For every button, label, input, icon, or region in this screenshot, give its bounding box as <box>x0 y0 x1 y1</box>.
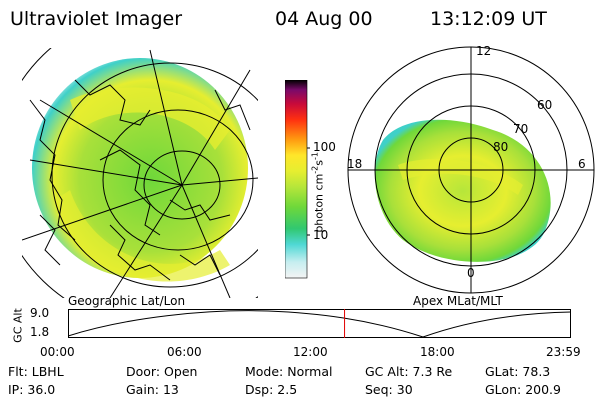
mlt-label-18: 18 <box>347 157 363 171</box>
altitude-curve <box>68 310 572 338</box>
colorbar-tick-10: 10 <box>313 228 329 242</box>
date-label: 04 Aug 00 <box>275 8 373 30</box>
door-field: Door: Open <box>126 364 198 379</box>
time-tick-0000: 00:00 <box>40 345 75 359</box>
time-tick-2359: 23:59 <box>546 345 581 359</box>
dsp-field: Dsp: 2.5 <box>245 382 298 397</box>
magnetic-panel-label: Apex MLat/MLT <box>413 294 503 308</box>
lat-label-60: 60 <box>537 98 553 112</box>
altitude-plot <box>68 309 572 338</box>
ip-field: IP: 36.0 <box>8 382 56 397</box>
lat-label-80: 80 <box>493 140 509 154</box>
time-tick-1800: 18:00 <box>420 345 455 359</box>
geographic-panel-label: Geographic Lat/Lon <box>68 294 186 308</box>
colorbar-unit-label: photon cm-2s-1 <box>310 152 326 233</box>
geographic-image <box>22 48 258 298</box>
altitude-ylabel: GC Alt <box>11 308 25 343</box>
altitude-ytick-high: 9.0 <box>30 306 50 320</box>
glat-field: GLat: 78.3 <box>485 364 551 379</box>
colorbar <box>285 80 310 279</box>
lat-label-70: 70 <box>513 122 529 136</box>
glon-field: GLon: 200.9 <box>485 382 561 397</box>
colorbar-tick-100: 100 <box>313 140 336 154</box>
time-label: 13:12:09 UT <box>430 8 547 30</box>
aurora-oval-magnetic <box>374 119 551 262</box>
instrument-title: Ultraviolet Imager <box>10 8 183 30</box>
time-tick-1200: 12:00 <box>293 345 328 359</box>
gain-field: Gain: 13 <box>126 382 179 397</box>
mode-field: Mode: Normal <box>245 364 333 379</box>
mlt-label-6: 6 <box>578 157 586 171</box>
magnetic-polar-plot <box>347 46 595 294</box>
mlt-label-12: 12 <box>476 44 492 58</box>
seq-field: Seq: 30 <box>365 382 413 397</box>
altitude-ytick-low: 1.8 <box>30 325 50 339</box>
gc-alt-field: GC Alt: 7.3 Re <box>365 364 453 379</box>
filter-field: Flt: LBHL <box>8 364 64 379</box>
mlt-label-0: 0 <box>467 266 475 280</box>
time-tick-0600: 06:00 <box>167 345 202 359</box>
